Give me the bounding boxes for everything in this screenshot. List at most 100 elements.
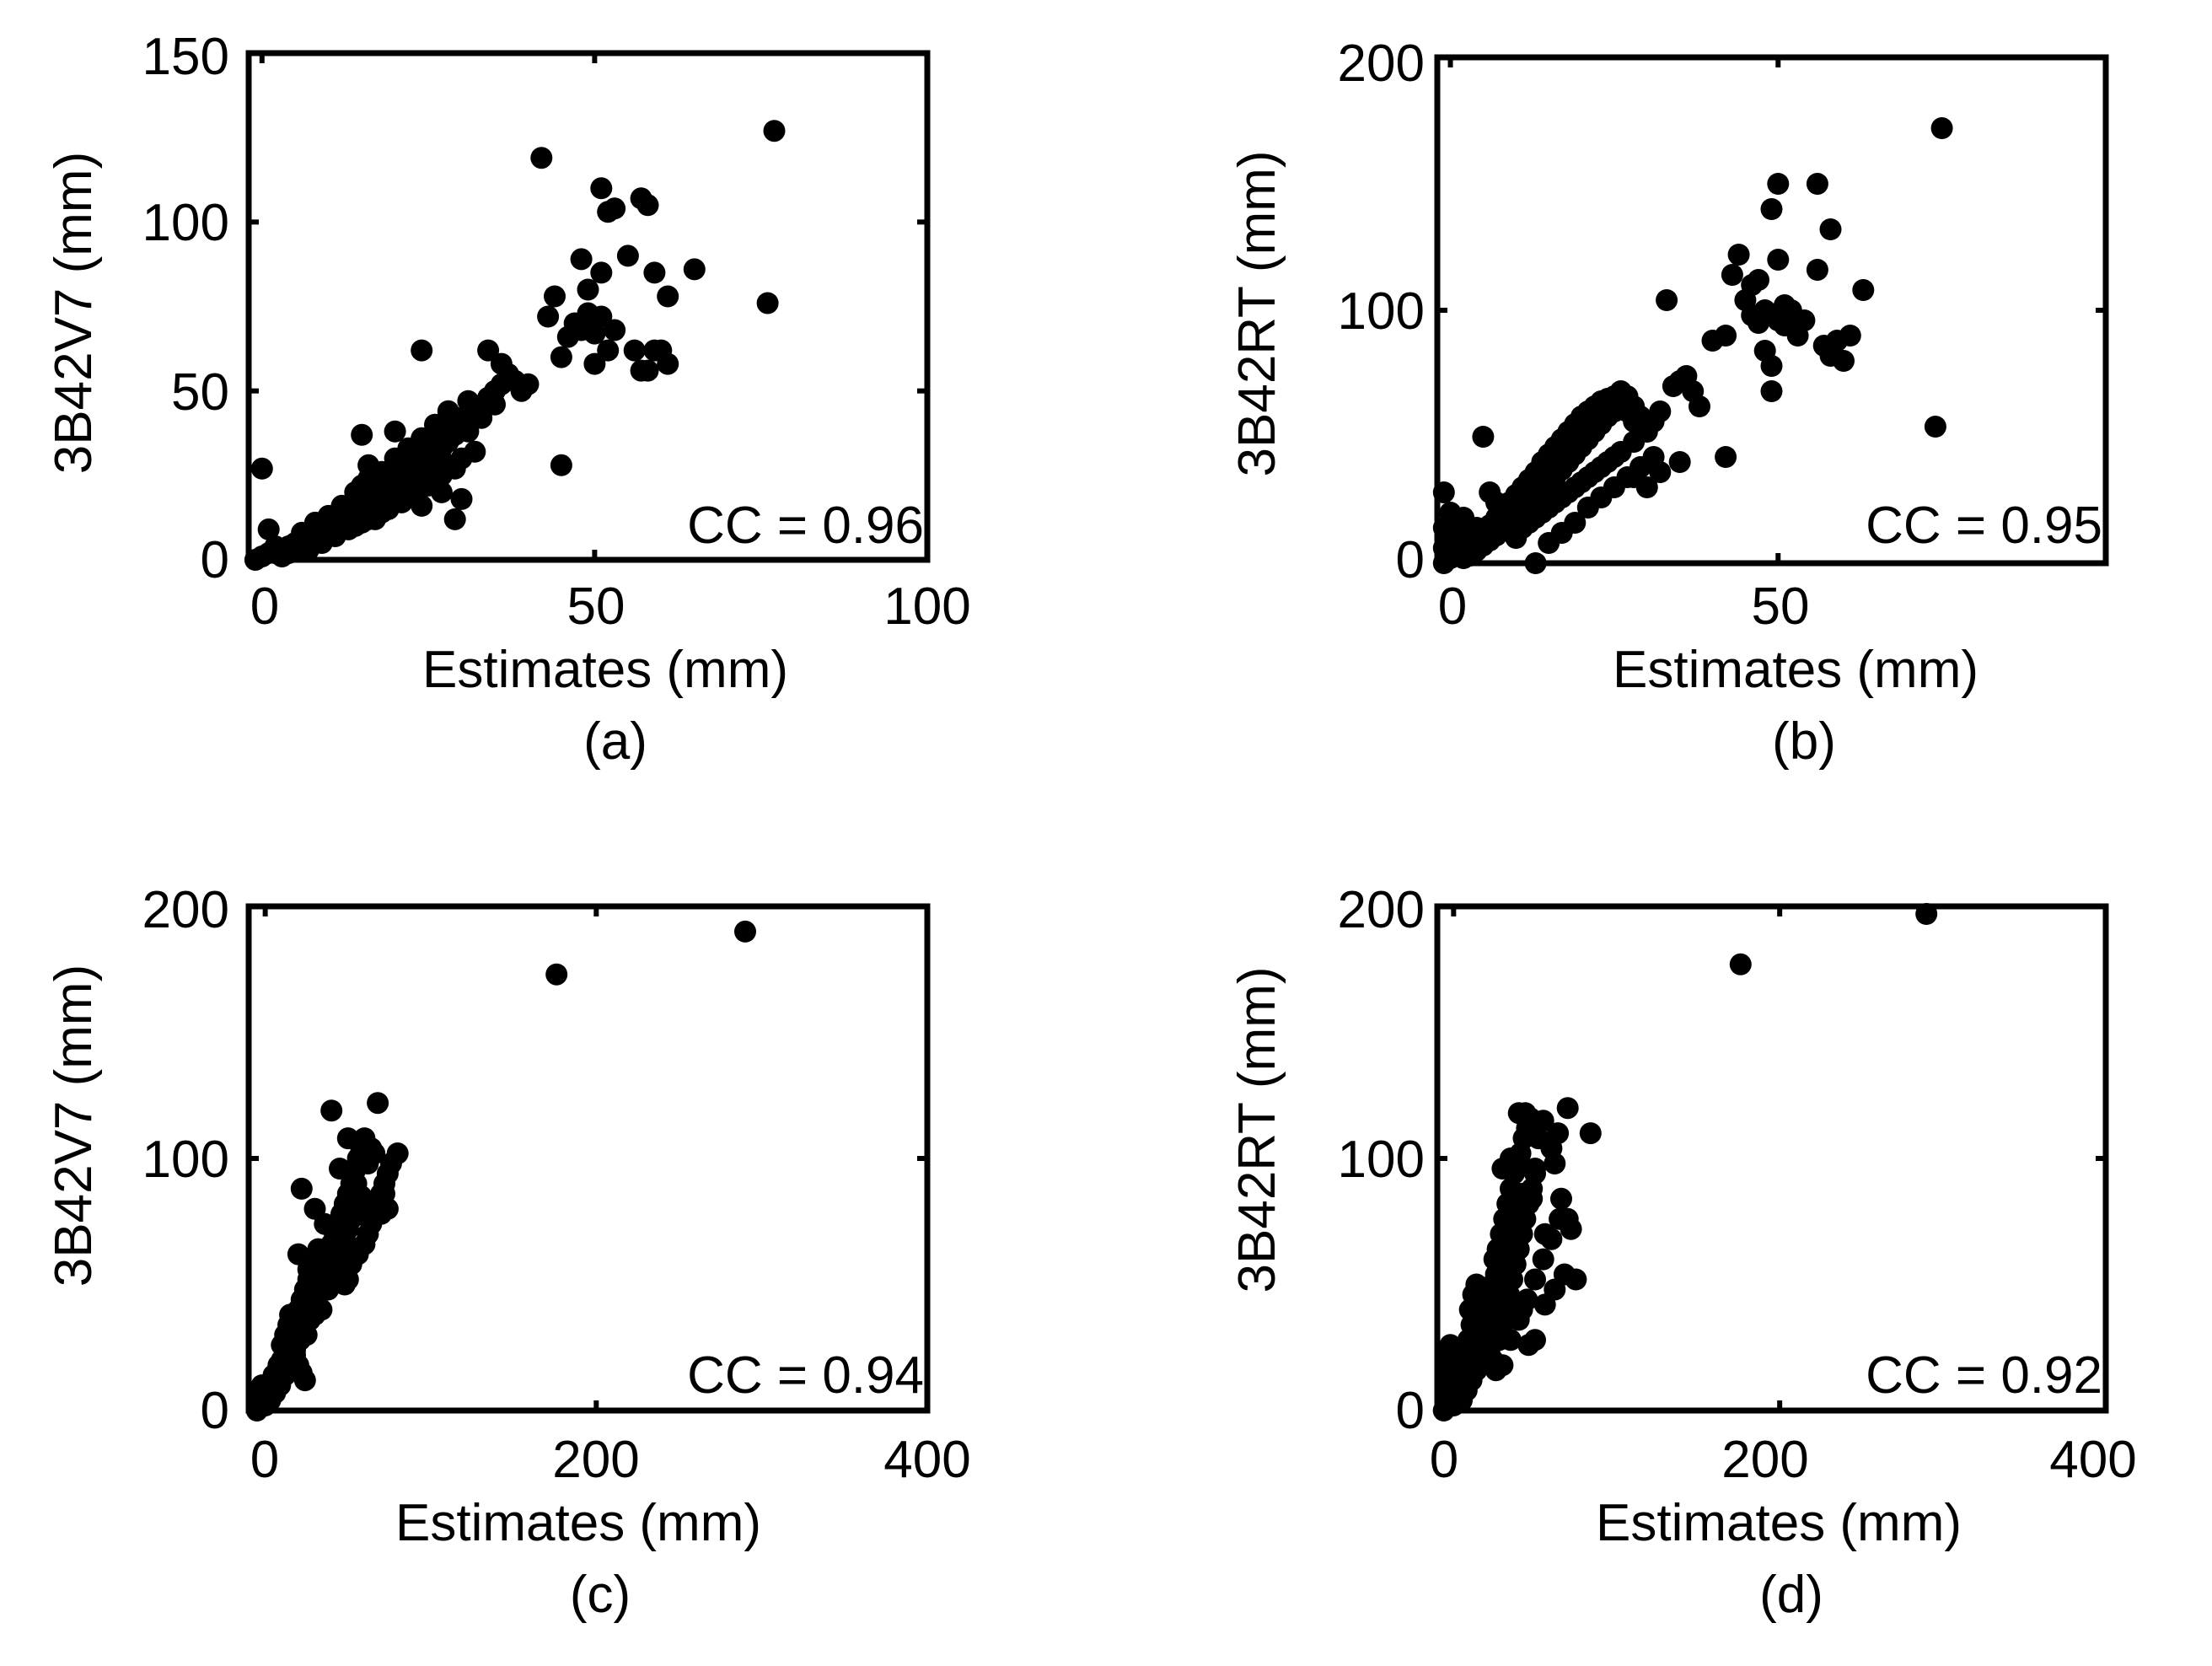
data-point xyxy=(590,305,613,328)
data-point xyxy=(353,1202,376,1225)
data-point xyxy=(320,1099,343,1122)
data-point xyxy=(1603,446,1625,468)
data-point xyxy=(597,339,620,362)
data-point xyxy=(384,420,406,443)
data-point xyxy=(1727,244,1750,266)
data-point xyxy=(430,481,453,503)
panel-label: (c) xyxy=(570,1566,631,1624)
data-point xyxy=(530,147,553,169)
y-tick-label: 150 xyxy=(142,28,229,86)
tick-marks xyxy=(1437,55,2108,566)
data-point xyxy=(537,305,560,328)
data-point xyxy=(1511,1298,1533,1321)
data-point xyxy=(636,194,659,217)
data-point xyxy=(683,258,706,281)
data-point xyxy=(450,416,473,439)
data-point xyxy=(544,285,566,308)
data-point xyxy=(590,177,613,200)
data-point xyxy=(464,440,486,463)
data-point xyxy=(1668,451,1691,473)
x-axis-label: Estimates (mm) xyxy=(1596,1494,1962,1552)
y-axis-label: 3B42V7 (mm) xyxy=(45,152,103,474)
data-point xyxy=(1485,492,1507,513)
data-point xyxy=(657,285,679,308)
data-point xyxy=(330,497,353,520)
data-point xyxy=(1514,1102,1537,1125)
data-point xyxy=(1533,1293,1556,1316)
data-point xyxy=(1819,218,1842,240)
data-point xyxy=(1721,264,1743,286)
y-tick-label: 50 xyxy=(171,363,229,422)
scatter-points xyxy=(1432,117,1953,574)
data-point xyxy=(1748,269,1769,291)
data-point xyxy=(1760,380,1783,402)
data-point xyxy=(657,352,679,375)
cc-annotation: CC = 0.94 xyxy=(687,1346,924,1405)
data-point xyxy=(1793,309,1816,331)
data-point xyxy=(1767,173,1790,195)
data-point xyxy=(1533,1223,1556,1245)
data-point xyxy=(583,322,606,345)
y-axis-label: 3B42RT (mm) xyxy=(1228,966,1286,1292)
data-point xyxy=(285,1321,308,1344)
y-tick-label: 100 xyxy=(1338,1131,1425,1189)
x-tick-label: 50 xyxy=(1752,578,1810,636)
x-axis-label: Estimates (mm) xyxy=(395,1494,761,1552)
data-point xyxy=(1544,1153,1566,1174)
data-point xyxy=(1517,1334,1540,1357)
x-tick-label: 0 xyxy=(1438,578,1467,636)
panel-label: (a) xyxy=(583,712,647,771)
data-point xyxy=(604,319,626,341)
panel-a: 0 50 100 0 50 100 150 Estimates (mm) 3B4… xyxy=(45,28,971,771)
data-point xyxy=(1689,395,1710,417)
data-point xyxy=(616,245,639,267)
data-point xyxy=(1806,173,1828,195)
data-point xyxy=(257,518,280,540)
data-point xyxy=(604,197,626,220)
data-point xyxy=(550,346,572,368)
data-point xyxy=(327,1228,349,1250)
scatter-points xyxy=(245,920,756,1421)
x-axis-label: Estimates (mm) xyxy=(422,641,788,699)
data-point xyxy=(1767,249,1790,271)
data-point xyxy=(303,1197,326,1220)
data-point xyxy=(484,393,506,416)
data-point xyxy=(1760,355,1783,377)
data-point xyxy=(404,477,427,500)
data-point xyxy=(1521,1187,1544,1210)
data-point xyxy=(1729,953,1752,975)
data-point xyxy=(1656,289,1678,311)
data-point xyxy=(1524,1158,1546,1180)
data-point xyxy=(1500,1329,1522,1352)
data-point xyxy=(350,1185,373,1207)
data-point xyxy=(437,400,459,422)
scatter-points xyxy=(1432,903,1938,1421)
y-tick-label: 0 xyxy=(201,531,229,589)
data-point xyxy=(464,396,486,419)
data-point xyxy=(1491,1158,1514,1180)
data-point xyxy=(570,248,593,271)
x-tick-label: 0 xyxy=(250,578,279,636)
data-point xyxy=(443,457,466,480)
data-point xyxy=(411,339,433,362)
data-point xyxy=(1579,1122,1602,1145)
x-tick-label: 400 xyxy=(2049,1431,2136,1489)
data-point xyxy=(329,1158,351,1180)
data-point xyxy=(1715,325,1737,347)
data-point xyxy=(450,487,473,510)
x-tick-label: 400 xyxy=(883,1431,970,1489)
data-point xyxy=(290,1177,313,1200)
data-point xyxy=(336,1127,359,1150)
data-point xyxy=(297,1258,319,1281)
data-point xyxy=(643,261,666,284)
data-point xyxy=(1491,1354,1514,1377)
data-point xyxy=(1524,1268,1546,1291)
data-point xyxy=(756,292,779,314)
data-point xyxy=(424,413,446,436)
data-point xyxy=(1930,117,1953,139)
data-point xyxy=(1463,1303,1486,1326)
data-point xyxy=(298,1298,321,1321)
axes-frame xyxy=(245,50,931,563)
x-tick-label: 50 xyxy=(567,578,625,636)
data-point xyxy=(386,1142,409,1164)
